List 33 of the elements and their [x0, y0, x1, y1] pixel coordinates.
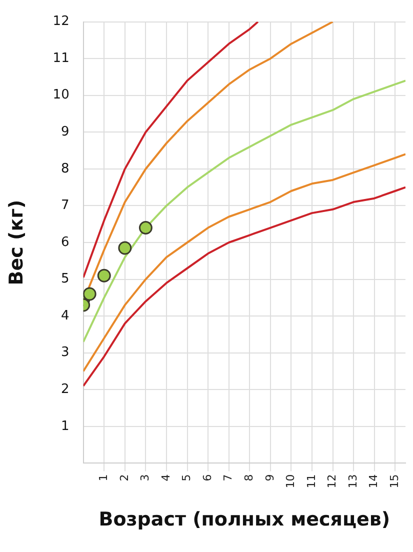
y-tick-label: 7	[61, 198, 70, 214]
y-tick-label: 4	[61, 308, 70, 324]
x-tick-label: 10	[284, 474, 298, 488]
x-tick-label: 1	[96, 474, 110, 482]
point	[83, 287, 96, 301]
point	[118, 241, 132, 255]
x-tick-label: 6	[200, 474, 214, 482]
y-tick-label: 12	[52, 14, 70, 30]
y-tick-label: 8	[61, 161, 70, 176]
x-tick-label: 7	[222, 474, 235, 482]
y-tick-label: 9	[61, 124, 70, 140]
y-tick-label: 10	[52, 88, 70, 103]
y-tick-label: 11	[52, 50, 70, 66]
x-tick-label: 4	[159, 474, 172, 482]
x-tick-label: 12	[326, 474, 339, 488]
x-tick-label: 9	[263, 474, 276, 482]
x-tick-label: 3	[138, 474, 152, 482]
x-tick-label: 11	[304, 474, 318, 488]
y-tick-label: 1	[61, 418, 70, 434]
x-axis-title: Возраст (полных месяцев)	[98, 508, 390, 531]
point	[97, 268, 111, 282]
point	[138, 221, 152, 235]
y-tick-label: 3	[61, 345, 70, 360]
x-tick-label: 2	[118, 474, 131, 482]
x-tick-label: 14	[367, 474, 380, 488]
y-tick-label: 6	[61, 234, 70, 250]
y-tick-label: 2	[61, 382, 70, 398]
x-tick-label: 15	[388, 474, 401, 488]
x-tick-label: 5	[180, 474, 194, 482]
y-tick-label: 5	[61, 272, 70, 287]
x-tick-label: 8	[242, 474, 256, 482]
y-axis-title: Вес (кг)	[5, 200, 28, 286]
x-tick-label: 13	[346, 474, 360, 488]
